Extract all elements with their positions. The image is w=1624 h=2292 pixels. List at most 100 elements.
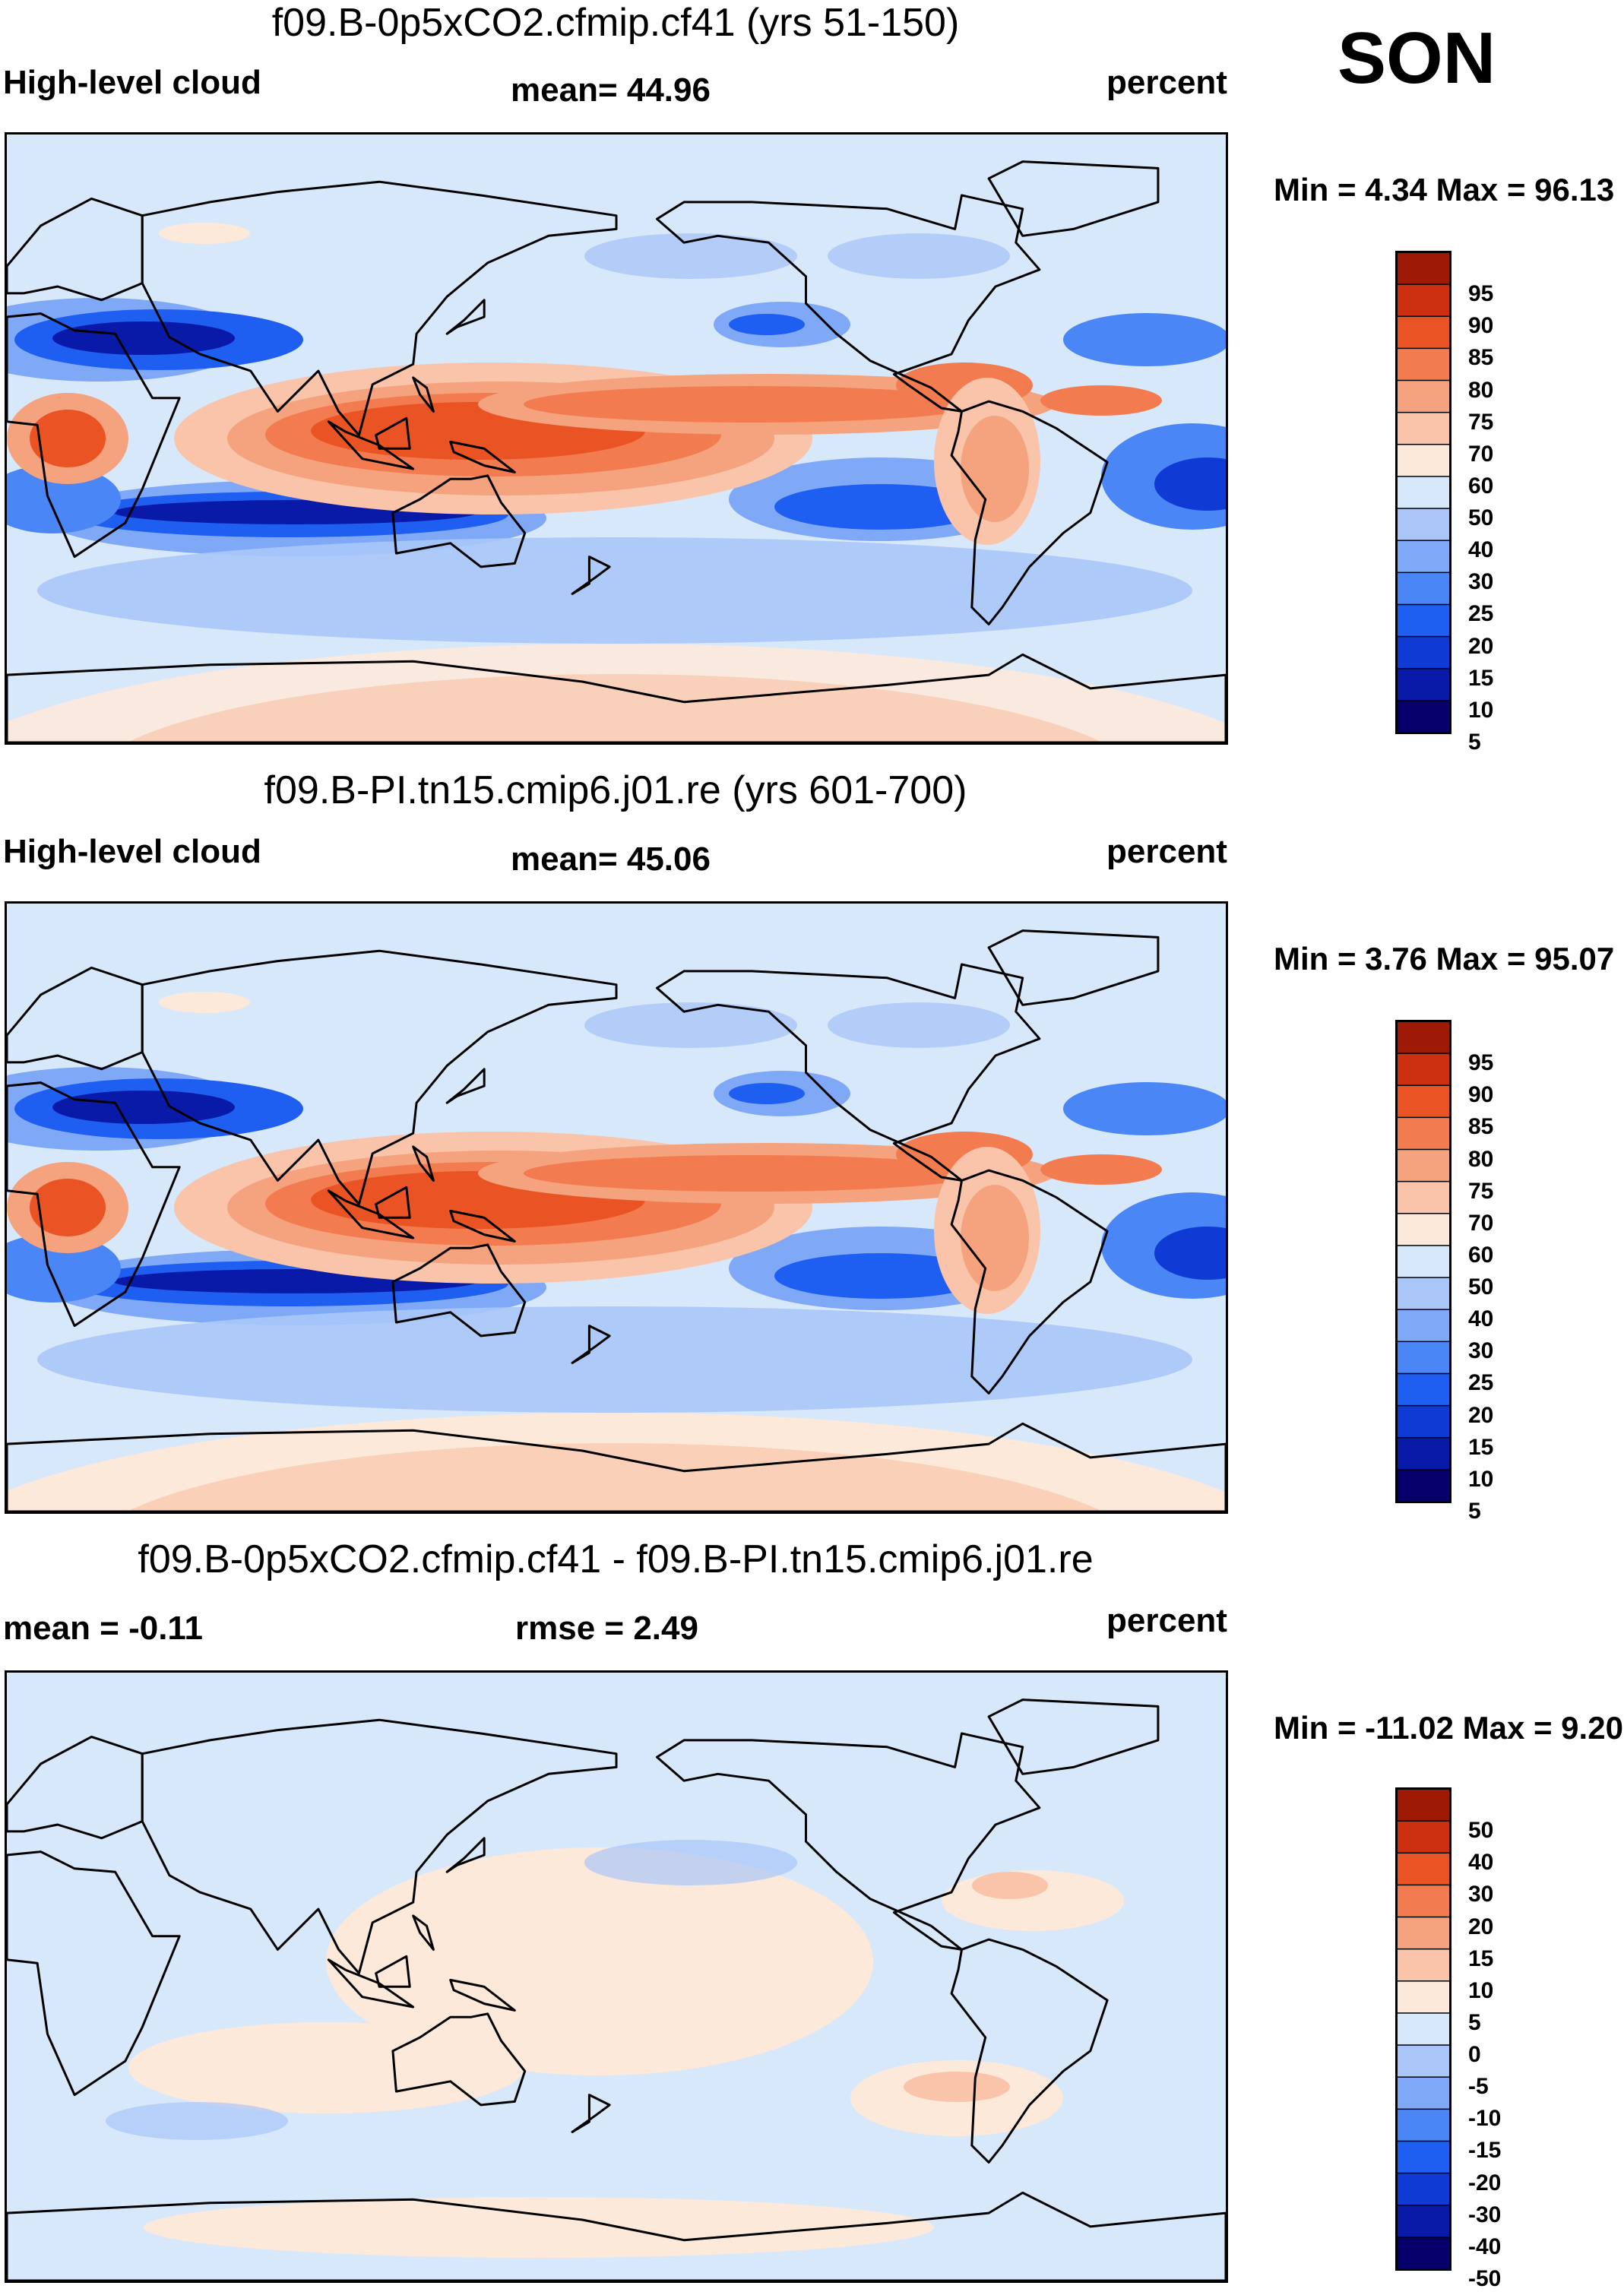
panel3-mean: mean = -0.11 — [3, 1610, 203, 1647]
colorbar-swatch — [1396, 1084, 1451, 1119]
coastline — [7, 653, 1226, 742]
colorbar-swatch — [1396, 1148, 1451, 1182]
coastline — [375, 1186, 411, 1219]
colorbar-tick-label: 80 — [1468, 1146, 1494, 1172]
panel2-mean: mean= 45.06 — [511, 841, 711, 878]
colorbar-tick-label: -5 — [1468, 2074, 1489, 2100]
colorbar-swatch — [1396, 1820, 1451, 1854]
colorbar-swatch — [1396, 2076, 1451, 2110]
colorbar-swatch — [1396, 379, 1451, 413]
colorbar-swatch — [1396, 1053, 1451, 1087]
coastline — [7, 1081, 181, 1328]
coastline — [375, 1955, 411, 1988]
coastline — [412, 1145, 435, 1182]
colorbar-swatch — [1396, 1309, 1451, 1343]
colorbar-swatch — [1396, 571, 1451, 606]
colorbar-swatch — [1396, 635, 1451, 670]
colorbar-swatch — [1396, 2237, 1451, 2271]
colorbar-tick-label: -40 — [1468, 2233, 1502, 2259]
colorbar-tick-label: 0 — [1468, 2042, 1481, 2068]
coastline — [950, 1169, 1109, 1395]
colorbar-swatch — [1396, 2108, 1451, 2142]
colorbar-tick-label: 15 — [1468, 1945, 1494, 1971]
colorbar-swatch — [1396, 2172, 1451, 2206]
season-label: SON — [1338, 17, 1496, 99]
panel2-title: f09.B-PI.tn15.cmip6.j01.re (yrs 601-700) — [264, 768, 967, 812]
colorbar-tick-label: 75 — [1468, 1178, 1494, 1204]
coastline — [571, 556, 611, 595]
coastline — [412, 376, 435, 413]
panel2-colorbar — [1395, 1020, 1451, 1507]
colorbar-swatch — [1396, 508, 1451, 542]
colorbar-swatch — [1396, 1213, 1451, 1247]
colorbar-swatch — [1396, 1469, 1451, 1503]
colorbar-tick-label: 50 — [1468, 505, 1494, 531]
panel1-minmax: Min = 4.34 Max = 96.13 — [1274, 172, 1615, 207]
colorbar-tick-label: 25 — [1468, 1370, 1494, 1396]
colorbar-swatch — [1396, 2140, 1451, 2174]
colorbar-swatch — [1396, 1277, 1451, 1311]
colorbar-tick-label: 95 — [1468, 1050, 1494, 1076]
panel1-mean: mean= 44.96 — [511, 71, 711, 109]
colorbar-tick-label: 10 — [1468, 1466, 1494, 1492]
panel2-map — [5, 901, 1228, 1514]
panel3-coastlines — [7, 1698, 1226, 2281]
colorbar-swatch — [1396, 1980, 1451, 2015]
colorbar-tick-label: 5 — [1468, 2009, 1481, 2035]
colorbar-tick-label: 85 — [1468, 345, 1494, 371]
coastline — [375, 416, 411, 450]
colorbar-tick-label: 60 — [1468, 473, 1494, 499]
colorbar-tick-label: 10 — [1468, 1977, 1494, 2003]
coastline — [449, 1209, 516, 1243]
panel3-map — [5, 1670, 1228, 2283]
colorbar-swatch — [1396, 700, 1451, 734]
colorbar-swatch — [1396, 476, 1451, 510]
colorbar-tick-label: 85 — [1468, 1114, 1494, 1140]
panel1-variable: High-level cloud — [3, 64, 261, 101]
colorbar-tick-label: -30 — [1468, 2202, 1502, 2227]
colorbar-tick-label: 25 — [1468, 601, 1494, 627]
colorbar-tick-label: 80 — [1468, 377, 1494, 403]
colorbar-swatch — [1396, 1245, 1451, 1279]
colorbar-swatch — [1396, 1021, 1451, 1055]
colorbar-swatch — [1396, 283, 1451, 318]
colorbar-tick-label: -20 — [1468, 2170, 1502, 2195]
colorbar-tick-label: 90 — [1468, 313, 1494, 339]
coastline — [412, 1914, 435, 1951]
colorbar-tick-label: 5 — [1468, 730, 1481, 755]
coastline — [987, 160, 1160, 237]
coastline — [7, 1850, 181, 2097]
coastline — [656, 963, 1041, 1182]
coastline — [656, 194, 1041, 413]
colorbar-swatch — [1396, 1404, 1451, 1439]
colorbar-swatch — [1396, 1916, 1451, 1950]
coastline — [7, 1422, 1226, 1512]
panel2-coastlines — [7, 929, 1226, 1512]
colorbar-swatch — [1396, 347, 1451, 381]
coastline — [391, 474, 527, 568]
coastline — [571, 1325, 611, 1364]
panel1-map — [5, 132, 1228, 745]
colorbar-tick-label: 70 — [1468, 441, 1494, 467]
coastline — [391, 2012, 527, 2107]
panel1-coastlines — [7, 160, 1226, 742]
colorbar-swatch — [1396, 1884, 1451, 1918]
coastline — [141, 1718, 618, 1975]
colorbar-swatch — [1396, 2204, 1451, 2239]
panel2-minmax: Min = 3.76 Max = 95.07 — [1274, 941, 1615, 977]
colorbar-tick-label: 90 — [1468, 1082, 1494, 1108]
panel2-unit: percent — [1106, 833, 1227, 870]
colorbar-swatch — [1396, 1788, 1451, 1822]
coastline — [449, 1978, 516, 2012]
panel1-colorbar — [1395, 251, 1451, 738]
colorbar-swatch — [1396, 252, 1451, 286]
colorbar-tick-label: 15 — [1468, 665, 1494, 691]
coastline — [445, 299, 486, 335]
colorbar-swatch — [1396, 411, 1451, 446]
coastline — [950, 400, 1109, 625]
colorbar-swatch — [1396, 1372, 1451, 1407]
colorbar-tick-label: 70 — [1468, 1210, 1494, 1236]
panel3-colorbar — [1395, 1787, 1451, 2275]
colorbar-swatch — [1396, 603, 1451, 638]
colorbar-tick-label: -15 — [1468, 2138, 1502, 2164]
